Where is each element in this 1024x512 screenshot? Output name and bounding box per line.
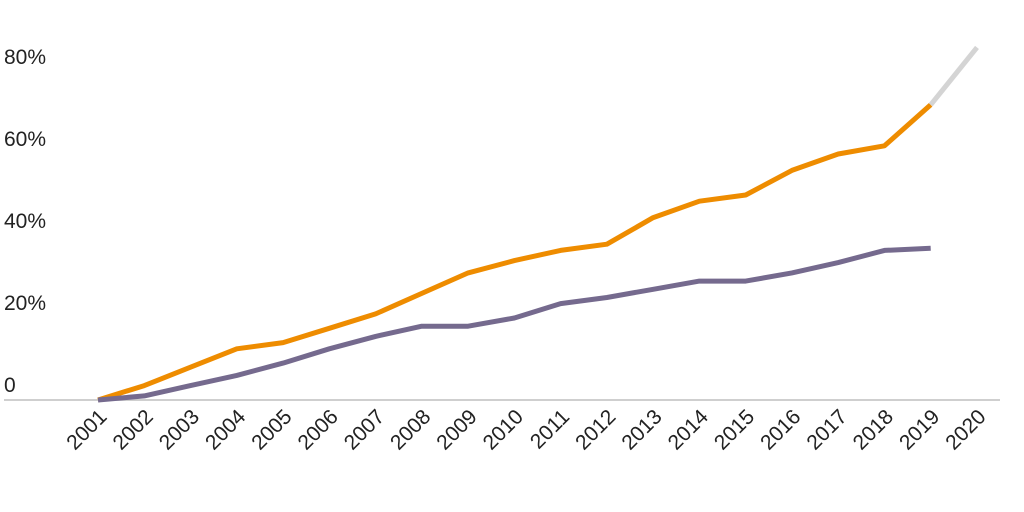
x-tick-label: 2011 [526, 405, 574, 453]
x-tick-label: 2015 [710, 405, 759, 454]
x-tick-label: 2007 [340, 405, 389, 454]
x-tick-label: 2012 [571, 405, 620, 454]
x-tick-label: 2003 [155, 405, 204, 454]
y-tick-label: 0 [4, 374, 16, 397]
x-tick-label: 2020 [941, 405, 990, 454]
y-tick-label: 40% [4, 210, 46, 233]
x-tick-label: 2009 [432, 405, 481, 454]
x-tick-label: 2018 [849, 405, 898, 454]
y-tick-label: 60% [4, 128, 46, 151]
x-tick-label: 2005 [247, 405, 296, 454]
x-tick-label: 2006 [294, 405, 343, 454]
y-tick-label: 80% [4, 46, 46, 69]
x-tick-label: 2017 [802, 405, 851, 454]
x-tick-label: 2019 [895, 405, 944, 454]
x-tick-label: 2008 [386, 405, 435, 454]
x-tick-label: 2016 [756, 405, 805, 454]
series-line-1 [928, 45, 979, 107]
x-tick-label: 2001 [62, 405, 111, 454]
x-tick-label: 2002 [109, 405, 158, 454]
y-tick-label: 20% [4, 292, 46, 315]
series-line-0 [97, 102, 933, 403]
series-line-2 [97, 245, 931, 403]
x-tick-label: 2014 [664, 405, 714, 455]
x-tick-label: 2004 [201, 405, 251, 455]
x-tick-label: 2010 [479, 405, 528, 454]
x-tick-label: 2013 [617, 405, 666, 454]
